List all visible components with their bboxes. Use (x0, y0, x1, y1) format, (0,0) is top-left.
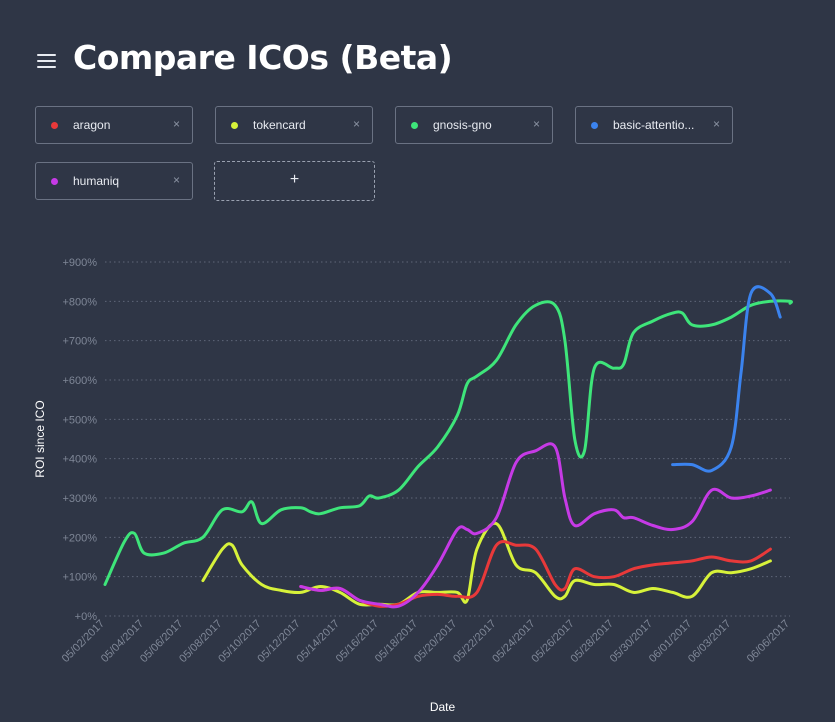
series-color-dot (231, 122, 238, 129)
series-line-gnosis-gno (103, 299, 793, 586)
coin-chip-humaniq[interactable]: humaniq × (35, 162, 193, 200)
y-tick-label: +900% (62, 257, 97, 269)
chip-label: tokencard (253, 118, 306, 132)
x-tick-label: 06/06/2017 (745, 618, 792, 665)
hamburger-menu-icon[interactable] (37, 54, 57, 68)
y-tick-label: +200% (62, 532, 97, 544)
add-coin-button[interactable]: + (214, 161, 375, 201)
page-title: Compare ICOs (Beta) (73, 38, 453, 77)
roi-line-chart: +0% +100% +200% +300% +400% +500% +600% +700% +8… (33, 257, 793, 714)
close-icon[interactable]: × (532, 117, 540, 131)
y-tick-label: +500% (62, 414, 97, 426)
y-tick-label: +800% (62, 296, 97, 308)
y-tick-label: +600% (62, 375, 97, 387)
close-icon[interactable]: × (712, 117, 720, 131)
y-axis-label: ROI since ICO (33, 400, 47, 477)
chip-label: aragon (73, 118, 111, 132)
series-color-dot (411, 122, 418, 129)
close-icon[interactable]: × (352, 117, 360, 131)
chip-label: gnosis-gno (433, 118, 492, 132)
close-icon[interactable]: × (172, 173, 180, 187)
coin-chip-aragon[interactable]: aragon × (35, 106, 193, 144)
chip-label: basic-attentio... (613, 118, 695, 132)
x-tick-label: 06/03/2017 (686, 618, 733, 665)
close-icon[interactable]: × (172, 117, 180, 131)
series-color-dot (51, 122, 58, 129)
coin-chip-basic-attention[interactable]: basic-attentio... × (575, 106, 733, 144)
series-line-tokencard (201, 521, 772, 607)
y-tick-label: +100% (62, 572, 97, 584)
series-line-basic-attentio (671, 285, 782, 473)
series-color-dot (51, 178, 58, 185)
coin-chip-tokencard[interactable]: tokencard × (215, 106, 373, 144)
chip-label: humaniq (73, 174, 120, 188)
y-tick-label: +700% (62, 336, 97, 348)
y-tick-label: +0% (75, 611, 98, 623)
y-tick-label: +300% (62, 493, 97, 505)
plus-icon: + (289, 171, 300, 188)
coin-chip-gnosis-gno[interactable]: gnosis-gno × (395, 106, 553, 144)
x-axis-label: Date (430, 700, 456, 714)
series-line-aragon (299, 540, 772, 608)
series-color-dot (591, 122, 598, 129)
y-tick-label: +400% (62, 454, 97, 466)
series-line-humaniq (299, 442, 772, 609)
